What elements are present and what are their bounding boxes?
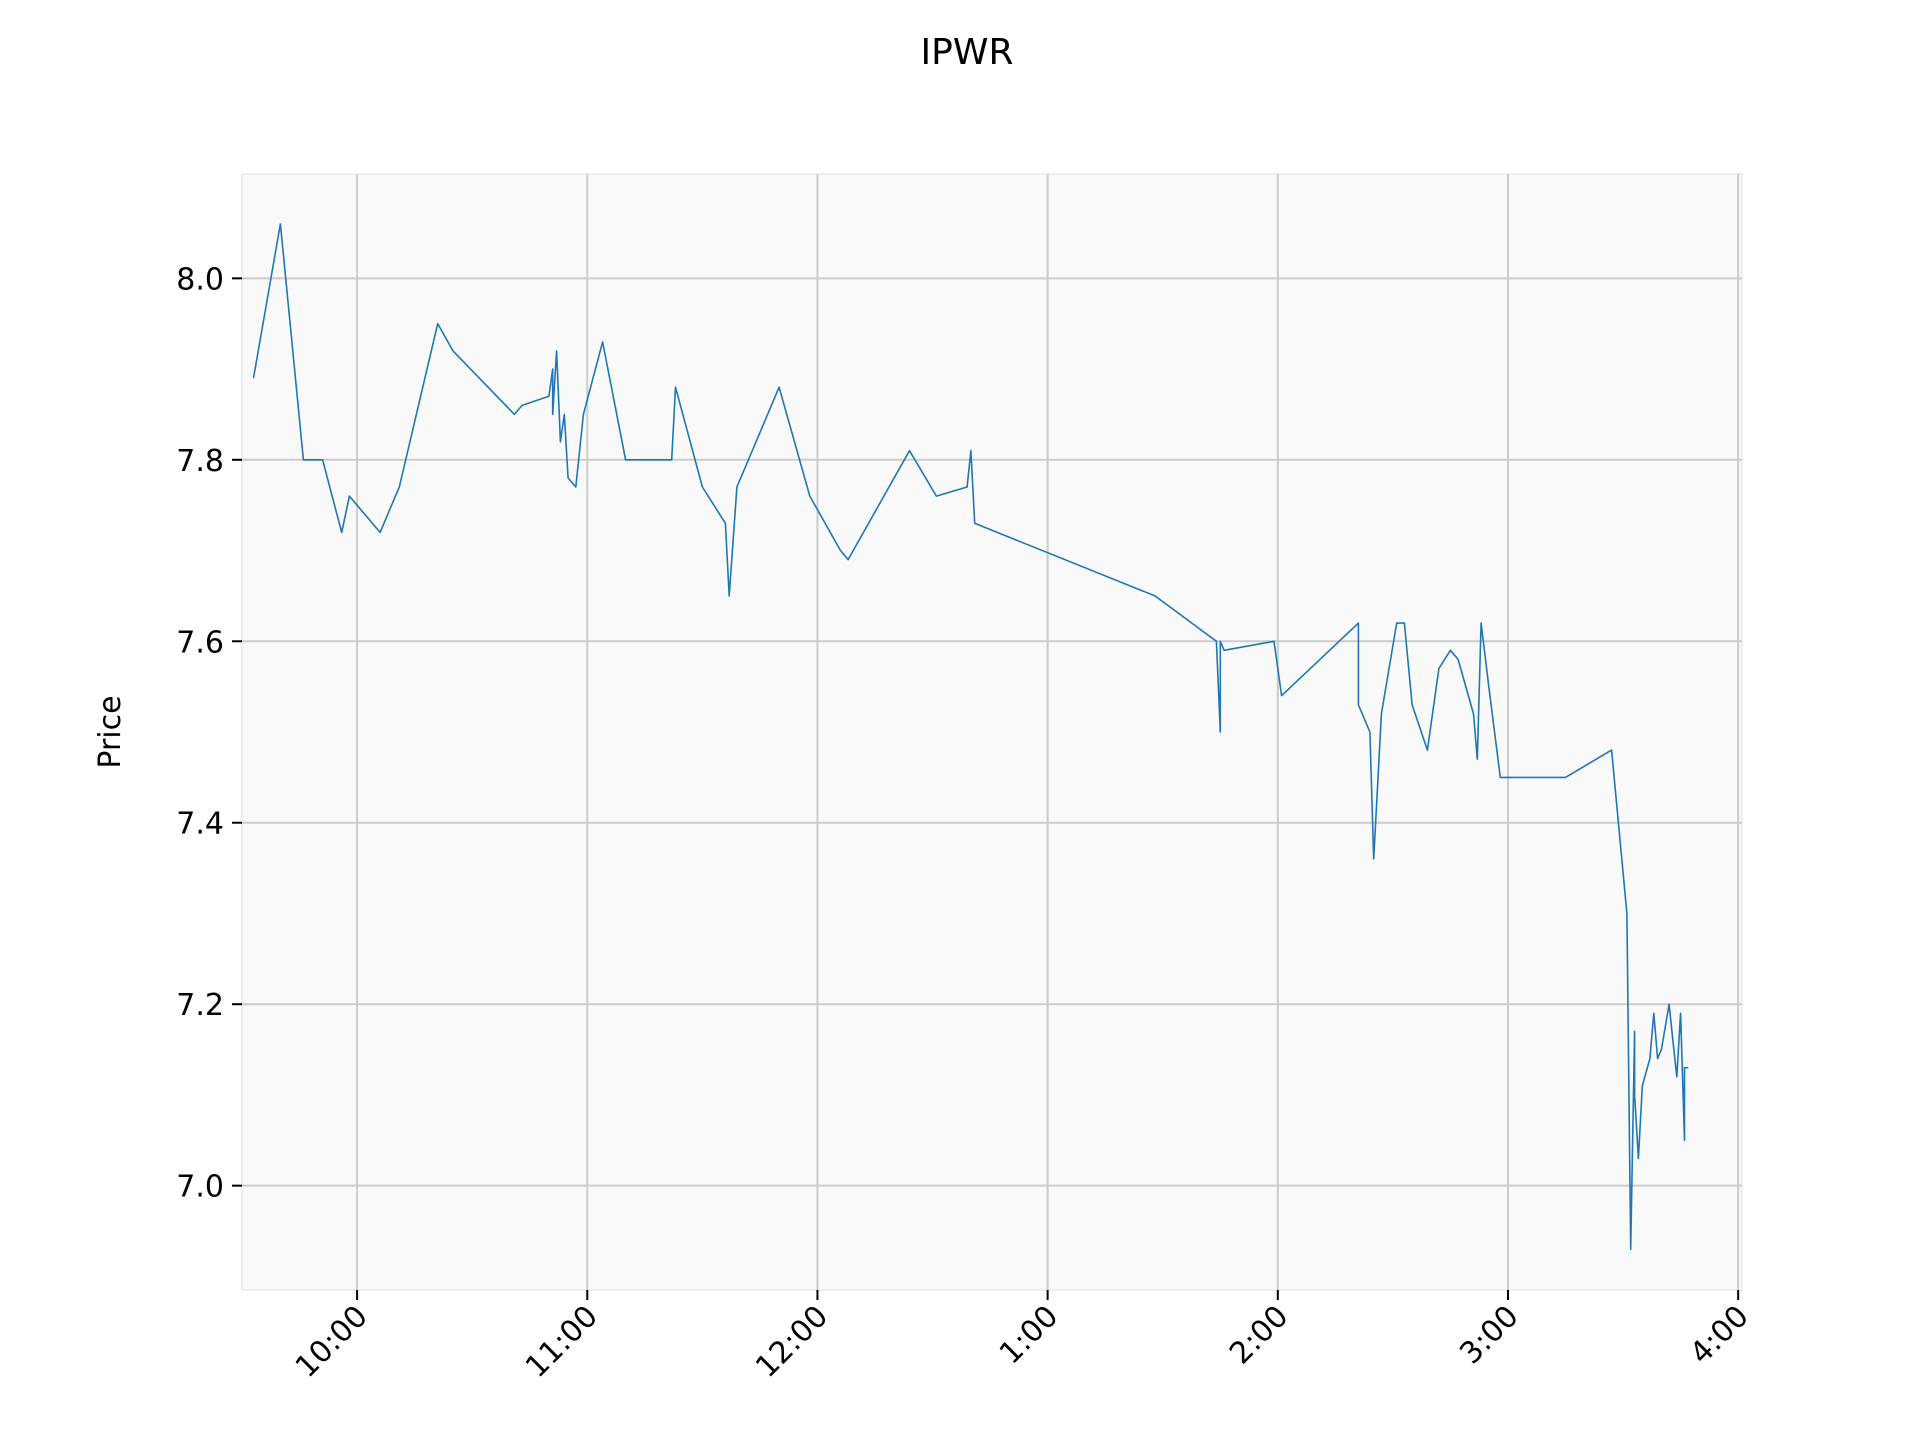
y-tick-label: 7.6 xyxy=(176,625,224,660)
x-tick-label: 2:00 xyxy=(1223,1299,1295,1371)
x-tick-label: 10:00 xyxy=(289,1299,375,1385)
plot-area xyxy=(241,173,1743,1291)
x-tick-label: 12:00 xyxy=(749,1299,835,1385)
x-tick-label: 11:00 xyxy=(519,1299,605,1385)
x-tick-label: 4:00 xyxy=(1683,1299,1755,1371)
y-tick-label: 8.0 xyxy=(176,262,224,297)
x-tick-label: 3:00 xyxy=(1453,1299,1525,1371)
y-tick-label: 7.0 xyxy=(176,1170,224,1205)
chart-title: IPWR xyxy=(921,32,1014,73)
series-layer xyxy=(252,223,1689,1250)
x-tick-label: 1:00 xyxy=(993,1299,1065,1371)
y-axis-label: Price xyxy=(93,695,128,768)
y-tick-label: 7.8 xyxy=(176,444,224,479)
grid-lines xyxy=(242,174,1742,1290)
price-series-line xyxy=(252,223,1689,1250)
y-tick-label: 7.2 xyxy=(176,988,224,1023)
y-tick-label: 7.4 xyxy=(176,807,224,842)
